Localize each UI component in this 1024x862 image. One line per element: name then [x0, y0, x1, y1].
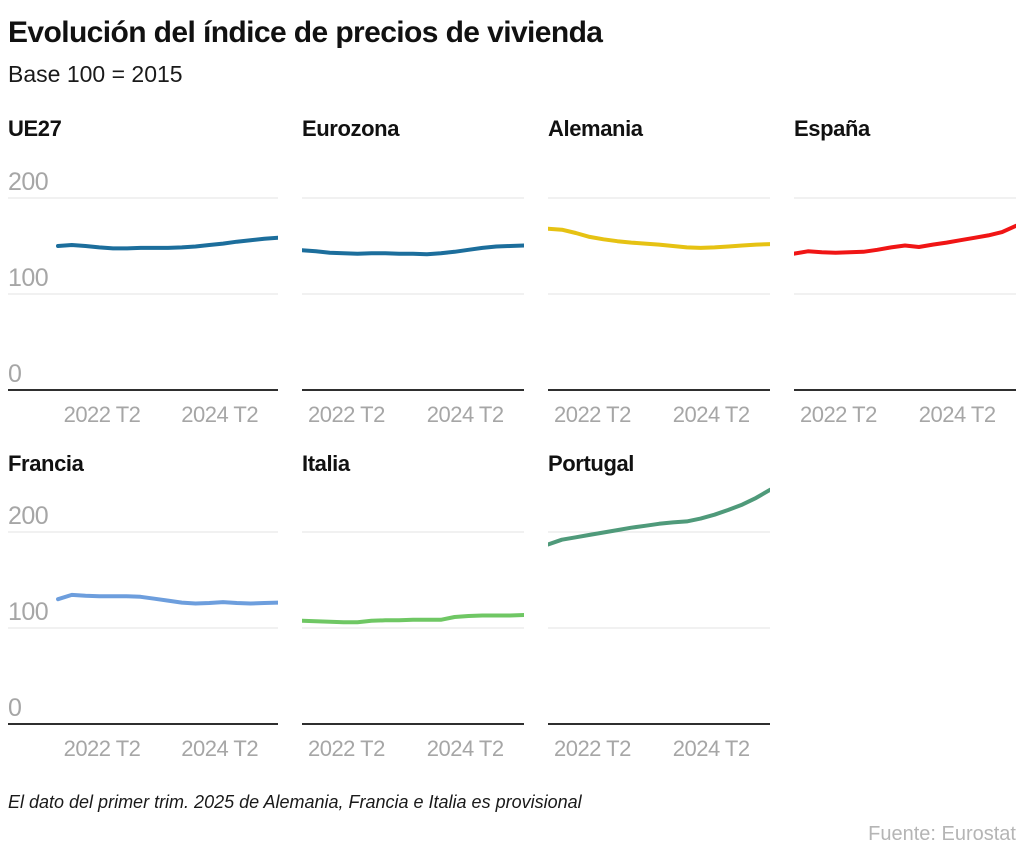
- x-tick-label-ue27-1: 2022 T2: [64, 402, 141, 427]
- y-tick-label-100: 100: [8, 264, 48, 292]
- chart-panel-francia: Francia 200 100 0 2022 T2 2024 T2: [8, 450, 278, 762]
- panel-title-italia: Italia: [302, 450, 350, 476]
- chart-panel-eurozona: Eurozona 2022 T2 2024 T2: [302, 117, 524, 427]
- y-tick-label-0: 0: [8, 694, 21, 722]
- chart-panel-portugal: Portugal 2022 T2 2024 T2: [548, 450, 770, 762]
- data-line-portugal: [548, 487, 770, 547]
- line-chart-portugal: 2022 T2 2024 T2: [548, 487, 770, 761]
- page-title: Evolución del índice de precios de vivie…: [8, 16, 603, 49]
- x-tick-label-ue27-2: 2024 T2: [181, 402, 258, 427]
- x-tick-label-espana-1: 2022 T2: [800, 402, 877, 427]
- x-tick-label-alemania-1: 2022 T2: [554, 402, 631, 427]
- panel-title-francia: Francia: [8, 450, 84, 476]
- line-chart-ue27: 200 100 0 2022 T2 2024 T2: [8, 168, 278, 427]
- x-tick-label-portugal-1: 2022 T2: [554, 736, 631, 761]
- line-chart-italia: 2022 T2 2024 T2: [302, 531, 524, 761]
- y-tick-label-0: 0: [8, 360, 21, 388]
- chart-row-2: Francia 200 100 0 2022 T2 2024 T2 Italia 2022 T…: [8, 450, 1016, 762]
- chart-panel-ue27: UE27 200 100 0 2022 T2 2024 T2: [8, 117, 278, 427]
- line-chart-francia: 200 100 0 2022 T2 2024 T2: [8, 502, 278, 761]
- x-tick-label-francia-1: 2022 T2: [64, 736, 141, 761]
- small-multiples: UE27 200 100 0 2022 T2 2024 T2 Eurozona 2022 T2…: [8, 117, 1016, 761]
- panel-title-eurozona: Eurozona: [302, 116, 400, 142]
- data-line-espana: [794, 223, 1016, 256]
- x-tick-label-espana-2: 2024 T2: [919, 402, 996, 427]
- x-tick-label-italia-1: 2022 T2: [308, 736, 385, 761]
- chart-panel-italia: Italia 2022 T2 2024 T2: [302, 450, 524, 762]
- x-tick-label-portugal-2: 2024 T2: [673, 736, 750, 761]
- y-tick-label-100: 100: [8, 598, 48, 626]
- panel-title-portugal: Portugal: [548, 450, 635, 476]
- chart-row-1: UE27 200 100 0 2022 T2 2024 T2 Eurozona 2022 T2…: [8, 117, 1016, 427]
- x-tick-label-eurozona-1: 2022 T2: [308, 402, 385, 427]
- line-chart-alemania: 2022 T2 2024 T2: [548, 197, 770, 427]
- data-line-francia: [56, 592, 278, 606]
- panel-title-alemania: Alemania: [548, 116, 643, 142]
- chart-subtitle: Base 100 = 2015: [8, 61, 183, 87]
- y-tick-label-200: 200: [8, 502, 48, 530]
- y-tick-label-200: 200: [8, 168, 48, 196]
- x-tick-label-italia-2: 2024 T2: [427, 736, 504, 761]
- chart-panel-espana: España 2022 T2 2024 T2: [794, 117, 1016, 427]
- data-line-ue27: [56, 235, 278, 250]
- data-line-italia: [302, 612, 524, 624]
- line-chart-espana: 2022 T2 2024 T2: [794, 197, 1016, 427]
- data-line-eurozona: [302, 243, 524, 256]
- chart-footnote: El dato del primer trim. 2025 de Alemani…: [8, 791, 582, 812]
- chart-panel-alemania: Alemania 2022 T2 2024 T2: [548, 117, 770, 427]
- chart-source: Fuente: Eurostat: [868, 823, 1016, 846]
- panel-title-ue27: UE27: [8, 116, 62, 142]
- x-tick-label-francia-2: 2024 T2: [181, 736, 258, 761]
- data-line-alemania: [548, 226, 770, 250]
- x-tick-label-alemania-2: 2024 T2: [673, 402, 750, 427]
- line-chart-eurozona: 2022 T2 2024 T2: [302, 197, 524, 427]
- x-tick-label-eurozona-2: 2024 T2: [427, 402, 504, 427]
- panel-title-espana: España: [794, 116, 870, 142]
